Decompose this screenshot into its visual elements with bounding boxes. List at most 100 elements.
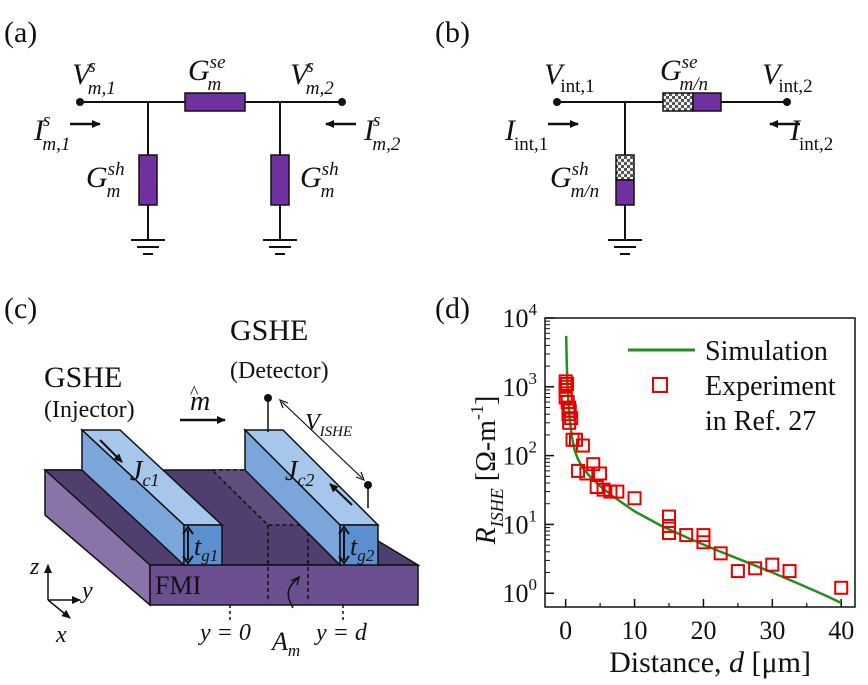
legend-experiment-label-line1: Experiment	[705, 371, 836, 402]
panel-a-shunt-conductance-right	[270, 154, 290, 206]
experiment-point	[765, 557, 780, 572]
experiment-point	[560, 376, 575, 391]
detector-title: GSHE	[230, 314, 308, 347]
panel-b-v1-label: Vint,1	[544, 58, 595, 97]
panel-a-gsh-left-label: Gsh m	[86, 159, 125, 202]
panel-b-i1-label: Iint,1	[504, 114, 548, 155]
experiment-point	[748, 561, 763, 576]
y-tick-label: 103	[503, 369, 538, 402]
experiment-point	[662, 518, 676, 533]
experiment-point	[610, 484, 625, 499]
legend: Simulation Experiment in Ref. 27	[628, 336, 836, 437]
panel-b-series-interface-part	[662, 92, 694, 112]
y0-label: y = 0	[198, 620, 251, 646]
x-tick-label: 40	[828, 616, 854, 645]
experiment-point	[782, 564, 797, 579]
v-ishe-arrow	[281, 401, 363, 479]
experiment-points	[558, 374, 849, 595]
axis-z-label: z	[29, 554, 40, 580]
x-tick-label: 10	[622, 616, 648, 645]
x-axis-label: Distance, d [μm]	[609, 646, 811, 679]
injector-title: GSHE	[44, 361, 122, 394]
panel-b-gse-label: Gse m/n	[660, 52, 708, 95]
v-ishe-label: VISHE	[305, 410, 352, 440]
jc2-arrow	[329, 483, 353, 506]
x-tick-label: 30	[759, 616, 785, 645]
jc2-label: Jc2	[285, 456, 314, 490]
panel-b-v2-label: Vint,2	[762, 58, 813, 97]
jc1-label: Jc1	[130, 456, 159, 490]
m-hat-caret: ^	[190, 382, 199, 402]
experiment-point	[571, 463, 586, 478]
panel-a-shunt-conductance-left	[138, 154, 158, 206]
y-tick-label: 101	[503, 506, 538, 539]
experiment-point	[834, 580, 849, 595]
fmi-label: FMI	[155, 571, 201, 600]
experiment-point	[575, 438, 590, 453]
y-tick-label: 104	[503, 300, 538, 333]
panel-b-shunt-interface-part	[615, 154, 635, 181]
panel-c-device: (c)	[4, 292, 421, 660]
injector-subtitle: (Injector)	[44, 397, 135, 423]
panel-d-chart: (d) 0 10 20 30 40 100 101 102 103 104 Simulation E…	[435, 292, 856, 679]
panel-a-i1-label: Is m,1	[33, 110, 70, 155]
panel-a-v1-label: Vs m,1	[72, 56, 116, 99]
panel-b-circuit: (b) Vint,1 Vint,2 Gse m/n Iint,1 Iint,2 G…	[435, 16, 833, 255]
panel-b-i2-label: Iint,2	[789, 114, 833, 155]
experiment-point	[558, 390, 573, 405]
experiment-point	[627, 491, 642, 506]
panel-a-gsh-right-label: Gsh m	[300, 159, 339, 202]
panel-b-letter: (b)	[435, 16, 470, 49]
panel-a-node-1	[76, 98, 84, 106]
experiment-point	[564, 411, 579, 426]
tg2-label: tg2	[350, 532, 375, 565]
m-hat-label: m	[190, 386, 210, 417]
axis-y-label: y	[80, 578, 93, 604]
detector-subtitle: (Detector)	[230, 358, 329, 384]
x-tick-label: 20	[690, 616, 716, 645]
legend-experiment-label-line2: in Ref. 27	[705, 406, 816, 437]
panel-d-letter: (d)	[435, 292, 470, 325]
fmi-active-area	[210, 469, 310, 526]
panel-a-ground-left	[131, 239, 165, 255]
am-pointer	[287, 577, 299, 609]
experiment-point	[562, 403, 577, 418]
panel-a-gse-label: Gse m	[188, 52, 226, 95]
experiment-point	[679, 528, 694, 543]
experiment-point	[662, 526, 676, 541]
panel-b-series-magnet-part	[692, 92, 722, 112]
y-axis-label: RISHE [Ω-m-1]	[467, 396, 507, 546]
coordinate-axes	[44, 564, 81, 619]
legend-simulation-label: Simulation	[705, 336, 828, 367]
panel-a-i2-label: Is m,2	[363, 110, 401, 155]
experiment-point	[713, 546, 728, 561]
experiment-point	[662, 509, 676, 524]
panel-a-series-conductance	[184, 92, 246, 112]
panel-b-shunt-magnet-part	[615, 179, 635, 206]
axis-ticks	[545, 317, 842, 607]
tg1-label: tg1	[194, 532, 218, 565]
am-label: Am	[270, 627, 300, 660]
experiment-point	[696, 528, 711, 543]
panel-a-letter: (a)	[4, 16, 37, 49]
fmi-slab-front-face	[149, 564, 419, 606]
panel-c-letter: (c)	[4, 292, 37, 325]
panel-a-node-2	[338, 98, 346, 106]
yd-label: y = d	[314, 620, 368, 646]
panel-a-ground-right	[263, 239, 297, 255]
axis-x-label: x	[55, 622, 67, 648]
panel-a-circuit: (a) Vs m,1 Vs m,2 Gse m Is m,1 I	[4, 16, 401, 255]
panel-b-node-1	[553, 98, 561, 106]
tick-labels: 0 10 20 30 40 100 101 102 103 104	[503, 300, 855, 645]
panel-b-ground	[608, 239, 642, 255]
panel-b-gsh-label: Gsh m/n	[550, 159, 599, 202]
y-tick-label: 102	[503, 438, 538, 471]
panel-a-v2-label: Vs m,2	[290, 56, 334, 99]
legend-experiment-swatch	[652, 377, 668, 393]
experiment-point	[696, 535, 711, 550]
x-tick-label: 0	[559, 616, 572, 645]
jc1-arrow	[99, 439, 123, 463]
experiment-point	[730, 564, 745, 579]
y-tick-label: 100	[503, 575, 538, 608]
